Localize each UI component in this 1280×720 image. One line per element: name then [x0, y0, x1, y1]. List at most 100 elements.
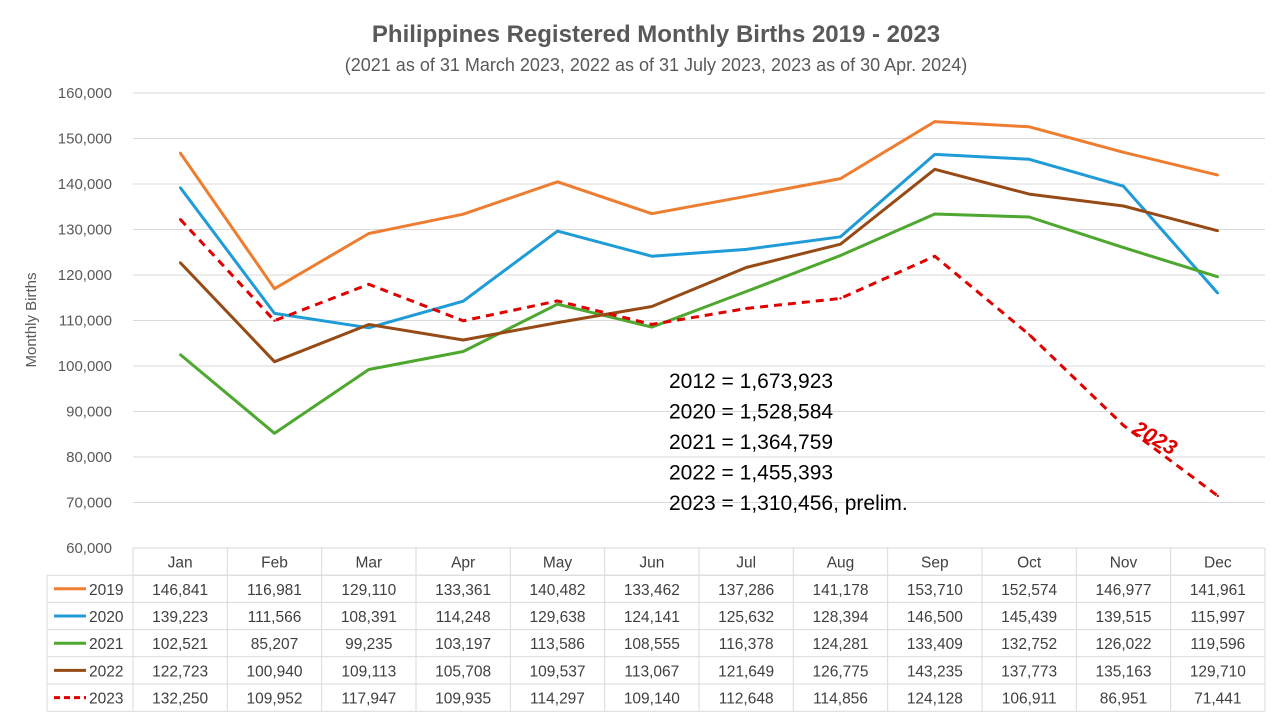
point-2020-Apr — [461, 299, 465, 303]
table-cell: 129,110 — [341, 582, 396, 599]
table-cell: 116,378 — [719, 636, 774, 653]
point-2021-Aug — [839, 254, 842, 257]
point-2021-Feb — [273, 432, 276, 435]
annotation-line: 2012 = 1,673,923 — [669, 370, 833, 393]
table-cell: 111,566 — [248, 609, 302, 626]
y-tick-label: 130,000 — [58, 222, 112, 239]
point-2019-Jul — [744, 195, 748, 198]
annotation-line: 2020 = 1,528,584 — [669, 401, 833, 424]
point-2020-Feb — [273, 312, 276, 315]
series-line-2019 — [178, 120, 1219, 291]
table-cell: 109,113 — [341, 663, 396, 680]
series-line-2021 — [179, 212, 1219, 435]
x-tick-label: Dec — [1204, 555, 1232, 572]
y-tick-label: 90,000 — [66, 404, 112, 421]
table-cell: 109,935 — [435, 691, 491, 708]
point-2019-Apr — [461, 213, 465, 216]
point-2022-Oct — [1027, 192, 1031, 196]
table-cell: 99,235 — [345, 636, 392, 653]
y-tick-label: 100,000 — [58, 358, 112, 375]
table-cell: 113,067 — [624, 663, 679, 680]
point-2021-Nov — [1122, 246, 1125, 249]
point-2022-Jun — [650, 305, 654, 308]
series-2023-label: 2023 — [1128, 416, 1181, 460]
table-cell: 129,638 — [529, 609, 585, 626]
y-tick-label: 120,000 — [58, 267, 112, 284]
point-2021-Oct — [1027, 215, 1031, 219]
x-tick-label: Jan — [168, 555, 193, 572]
table-cell: 152,574 — [1001, 582, 1057, 599]
x-tick-label: Feb — [261, 555, 288, 572]
series-lines — [178, 120, 1220, 498]
point-2023-Jun — [650, 323, 654, 326]
x-tick-label: Jun — [639, 555, 664, 572]
point-2023-Sep — [933, 255, 937, 258]
table-cell: 102,521 — [152, 636, 208, 653]
table-cell: 124,141 — [624, 609, 680, 626]
table-cell: 114,297 — [530, 691, 585, 708]
point-2022-May — [556, 321, 559, 324]
point-2022-Jul — [744, 266, 748, 269]
annotation-line: 2022 = 1,455,393 — [669, 462, 833, 485]
y-tick-label: 60,000 — [66, 540, 112, 557]
point-2022-Apr — [461, 338, 465, 342]
table-cell: 137,773 — [1001, 663, 1057, 680]
table-cell: 114,856 — [813, 691, 868, 708]
point-2019-Aug — [839, 177, 842, 180]
table-cell: 109,537 — [529, 663, 585, 680]
table-cell: 112,648 — [719, 691, 774, 708]
y-axis-label: Monthly Births — [23, 272, 40, 367]
x-tick-label: Sep — [921, 555, 949, 572]
y-tick-label: 140,000 — [58, 176, 112, 193]
legend-entry: 2022 — [89, 663, 123, 680]
x-tick-label: May — [543, 555, 573, 572]
point-2019-Jun — [650, 212, 654, 215]
table-cell: 132,752 — [1001, 636, 1057, 653]
table-cell: 132,250 — [152, 691, 208, 708]
table-cell: 133,462 — [624, 582, 680, 599]
point-2021-Mar — [367, 368, 371, 371]
x-tick-label: Aug — [827, 555, 855, 572]
y-tick-label: 80,000 — [66, 449, 112, 466]
point-2022-Nov — [1122, 204, 1125, 208]
chart-subtitle: (2021 as of 31 March 2023, 2022 as of 31… — [345, 55, 967, 75]
series-line-2023 — [179, 218, 1219, 498]
point-2019-May — [556, 180, 559, 184]
point-2022-Jan — [178, 261, 182, 264]
point-2023-Nov — [1122, 424, 1125, 427]
point-2021-Dec — [1216, 275, 1220, 279]
point-2023-Oct — [1027, 333, 1031, 336]
table-cell: 106,911 — [1002, 691, 1057, 708]
point-2020-Jul — [744, 248, 748, 251]
table-cell: 146,977 — [1095, 582, 1151, 599]
point-2022-Dec — [1216, 229, 1220, 233]
point-2020-Nov — [1122, 185, 1125, 188]
x-tick-label: Nov — [1110, 555, 1138, 572]
table-cell: 141,961 — [1190, 582, 1246, 599]
table-cell: 129,710 — [1190, 663, 1246, 680]
point-2021-Apr — [461, 350, 465, 353]
point-2023-Dec — [1216, 494, 1220, 498]
table-cell: 113,586 — [530, 636, 585, 653]
table-cell: 140,482 — [529, 582, 585, 599]
point-2019-Jan — [178, 151, 182, 155]
annotation-line: 2021 = 1,364,759 — [669, 431, 833, 454]
table-cell: 141,178 — [812, 582, 868, 599]
legend-entry: 2020 — [89, 609, 124, 626]
table-cell: 71,441 — [1194, 691, 1241, 708]
point-2019-Oct — [1027, 125, 1031, 128]
annotation-line: 2023 = 1,310,456, prelim. — [669, 492, 908, 515]
table-cell: 116,981 — [247, 582, 302, 599]
point-2020-Sep — [933, 153, 937, 156]
table-cell: 126,022 — [1095, 636, 1151, 653]
table-cell: 125,632 — [718, 609, 774, 626]
point-2021-Jun — [650, 325, 654, 329]
y-tick-label: 150,000 — [58, 131, 112, 148]
table-cell: 109,952 — [246, 691, 302, 708]
point-2020-Jan — [178, 186, 182, 189]
table-cell: 146,841 — [152, 582, 208, 599]
table-cell: 135,163 — [1095, 663, 1151, 680]
point-2021-Jan — [178, 353, 182, 356]
legend-entry: 2019 — [89, 582, 123, 599]
table-cell: 139,223 — [152, 609, 208, 626]
